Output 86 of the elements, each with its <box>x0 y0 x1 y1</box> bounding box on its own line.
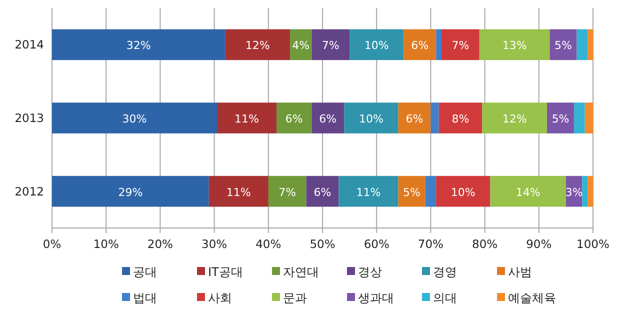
legend-label: 사범 <box>508 265 532 279</box>
bar <box>430 102 439 134</box>
data-label: 8% <box>452 112 470 126</box>
bar <box>482 102 548 134</box>
data-label: 11% <box>356 186 381 199</box>
bar <box>312 102 344 134</box>
x-tick-label: 0% <box>42 237 62 251</box>
data-label: 12% <box>502 112 527 126</box>
bar <box>442 29 480 60</box>
bar <box>225 29 290 60</box>
data-label: 6% <box>406 112 424 126</box>
bar <box>276 102 312 134</box>
data-label: 5% <box>554 39 572 52</box>
data-label: 30% <box>122 112 147 126</box>
data-label: 11% <box>234 112 259 126</box>
data-label: 6% <box>314 186 332 199</box>
x-tick-label: 80% <box>472 237 498 251</box>
data-label: 6% <box>411 39 429 52</box>
x-tick-label: 90% <box>526 237 552 251</box>
bar <box>550 29 577 60</box>
bar <box>208 176 268 207</box>
data-label: 29% <box>118 186 143 199</box>
data-label: 10% <box>364 39 389 52</box>
bar <box>576 29 588 60</box>
legend-label: 의대 <box>433 291 457 305</box>
bar <box>404 29 436 60</box>
bar <box>547 102 574 134</box>
data-label: 4% <box>292 39 310 52</box>
bar <box>582 176 588 207</box>
bar <box>588 29 593 60</box>
bar <box>490 176 566 207</box>
bar <box>588 176 593 207</box>
legend-label: 법대 <box>133 291 157 305</box>
data-label: 32% <box>126 39 151 52</box>
legend-label: 경상 <box>358 265 382 279</box>
data-label: 5% <box>403 186 420 199</box>
x-tick-label: 10% <box>93 237 119 251</box>
legend-label: 문과 <box>283 291 307 305</box>
bar <box>425 176 436 207</box>
x-tick-label: 50% <box>310 237 336 251</box>
y-tick-label: 2012 <box>14 184 44 198</box>
bar <box>217 102 277 134</box>
legend-label: 사회 <box>208 291 232 305</box>
bar <box>344 102 398 134</box>
x-tick-label: 60% <box>364 237 390 251</box>
bar <box>436 176 490 207</box>
bar <box>338 176 398 207</box>
data-label: 7% <box>278 186 296 199</box>
bar <box>584 102 593 134</box>
x-tick-label: 20% <box>147 237 174 251</box>
x-tick-label: 70% <box>418 237 444 251</box>
data-label: 14% <box>516 186 540 199</box>
data-label: 11% <box>226 186 251 199</box>
bar <box>398 102 431 134</box>
bar <box>574 102 585 134</box>
x-tick-label: 40% <box>256 237 282 251</box>
bar <box>52 176 209 207</box>
data-label: 7% <box>452 39 470 52</box>
data-label: 7% <box>322 39 340 52</box>
legend-label: 예술체육 <box>508 291 556 305</box>
legend-label: IT공대 <box>208 265 243 279</box>
y-tick-label: 2014 <box>14 38 44 52</box>
data-label: 10% <box>358 112 384 126</box>
bar <box>52 102 218 134</box>
bar <box>398 176 426 207</box>
data-label: 10% <box>450 186 476 199</box>
data-label: 5% <box>552 112 570 126</box>
bar <box>312 29 350 60</box>
x-tick-label: 100% <box>576 237 610 251</box>
bar <box>52 29 226 60</box>
bar <box>436 29 442 60</box>
data-label: 13% <box>502 39 527 52</box>
bar <box>306 176 339 207</box>
data-label: 6% <box>319 112 337 126</box>
data-label: 6% <box>285 112 303 126</box>
bar <box>268 176 306 207</box>
y-tick-label: 2013 <box>14 111 44 125</box>
data-label: 12% <box>245 39 270 52</box>
legend-label: 경영 <box>433 265 457 279</box>
legend-label: 공대 <box>133 265 157 279</box>
bar <box>479 29 550 60</box>
bar <box>350 29 404 60</box>
legend-label: 자연대 <box>283 265 319 279</box>
legend-label: 생과대 <box>358 291 394 305</box>
bar <box>438 102 482 134</box>
x-tick-label: 30% <box>202 237 228 251</box>
